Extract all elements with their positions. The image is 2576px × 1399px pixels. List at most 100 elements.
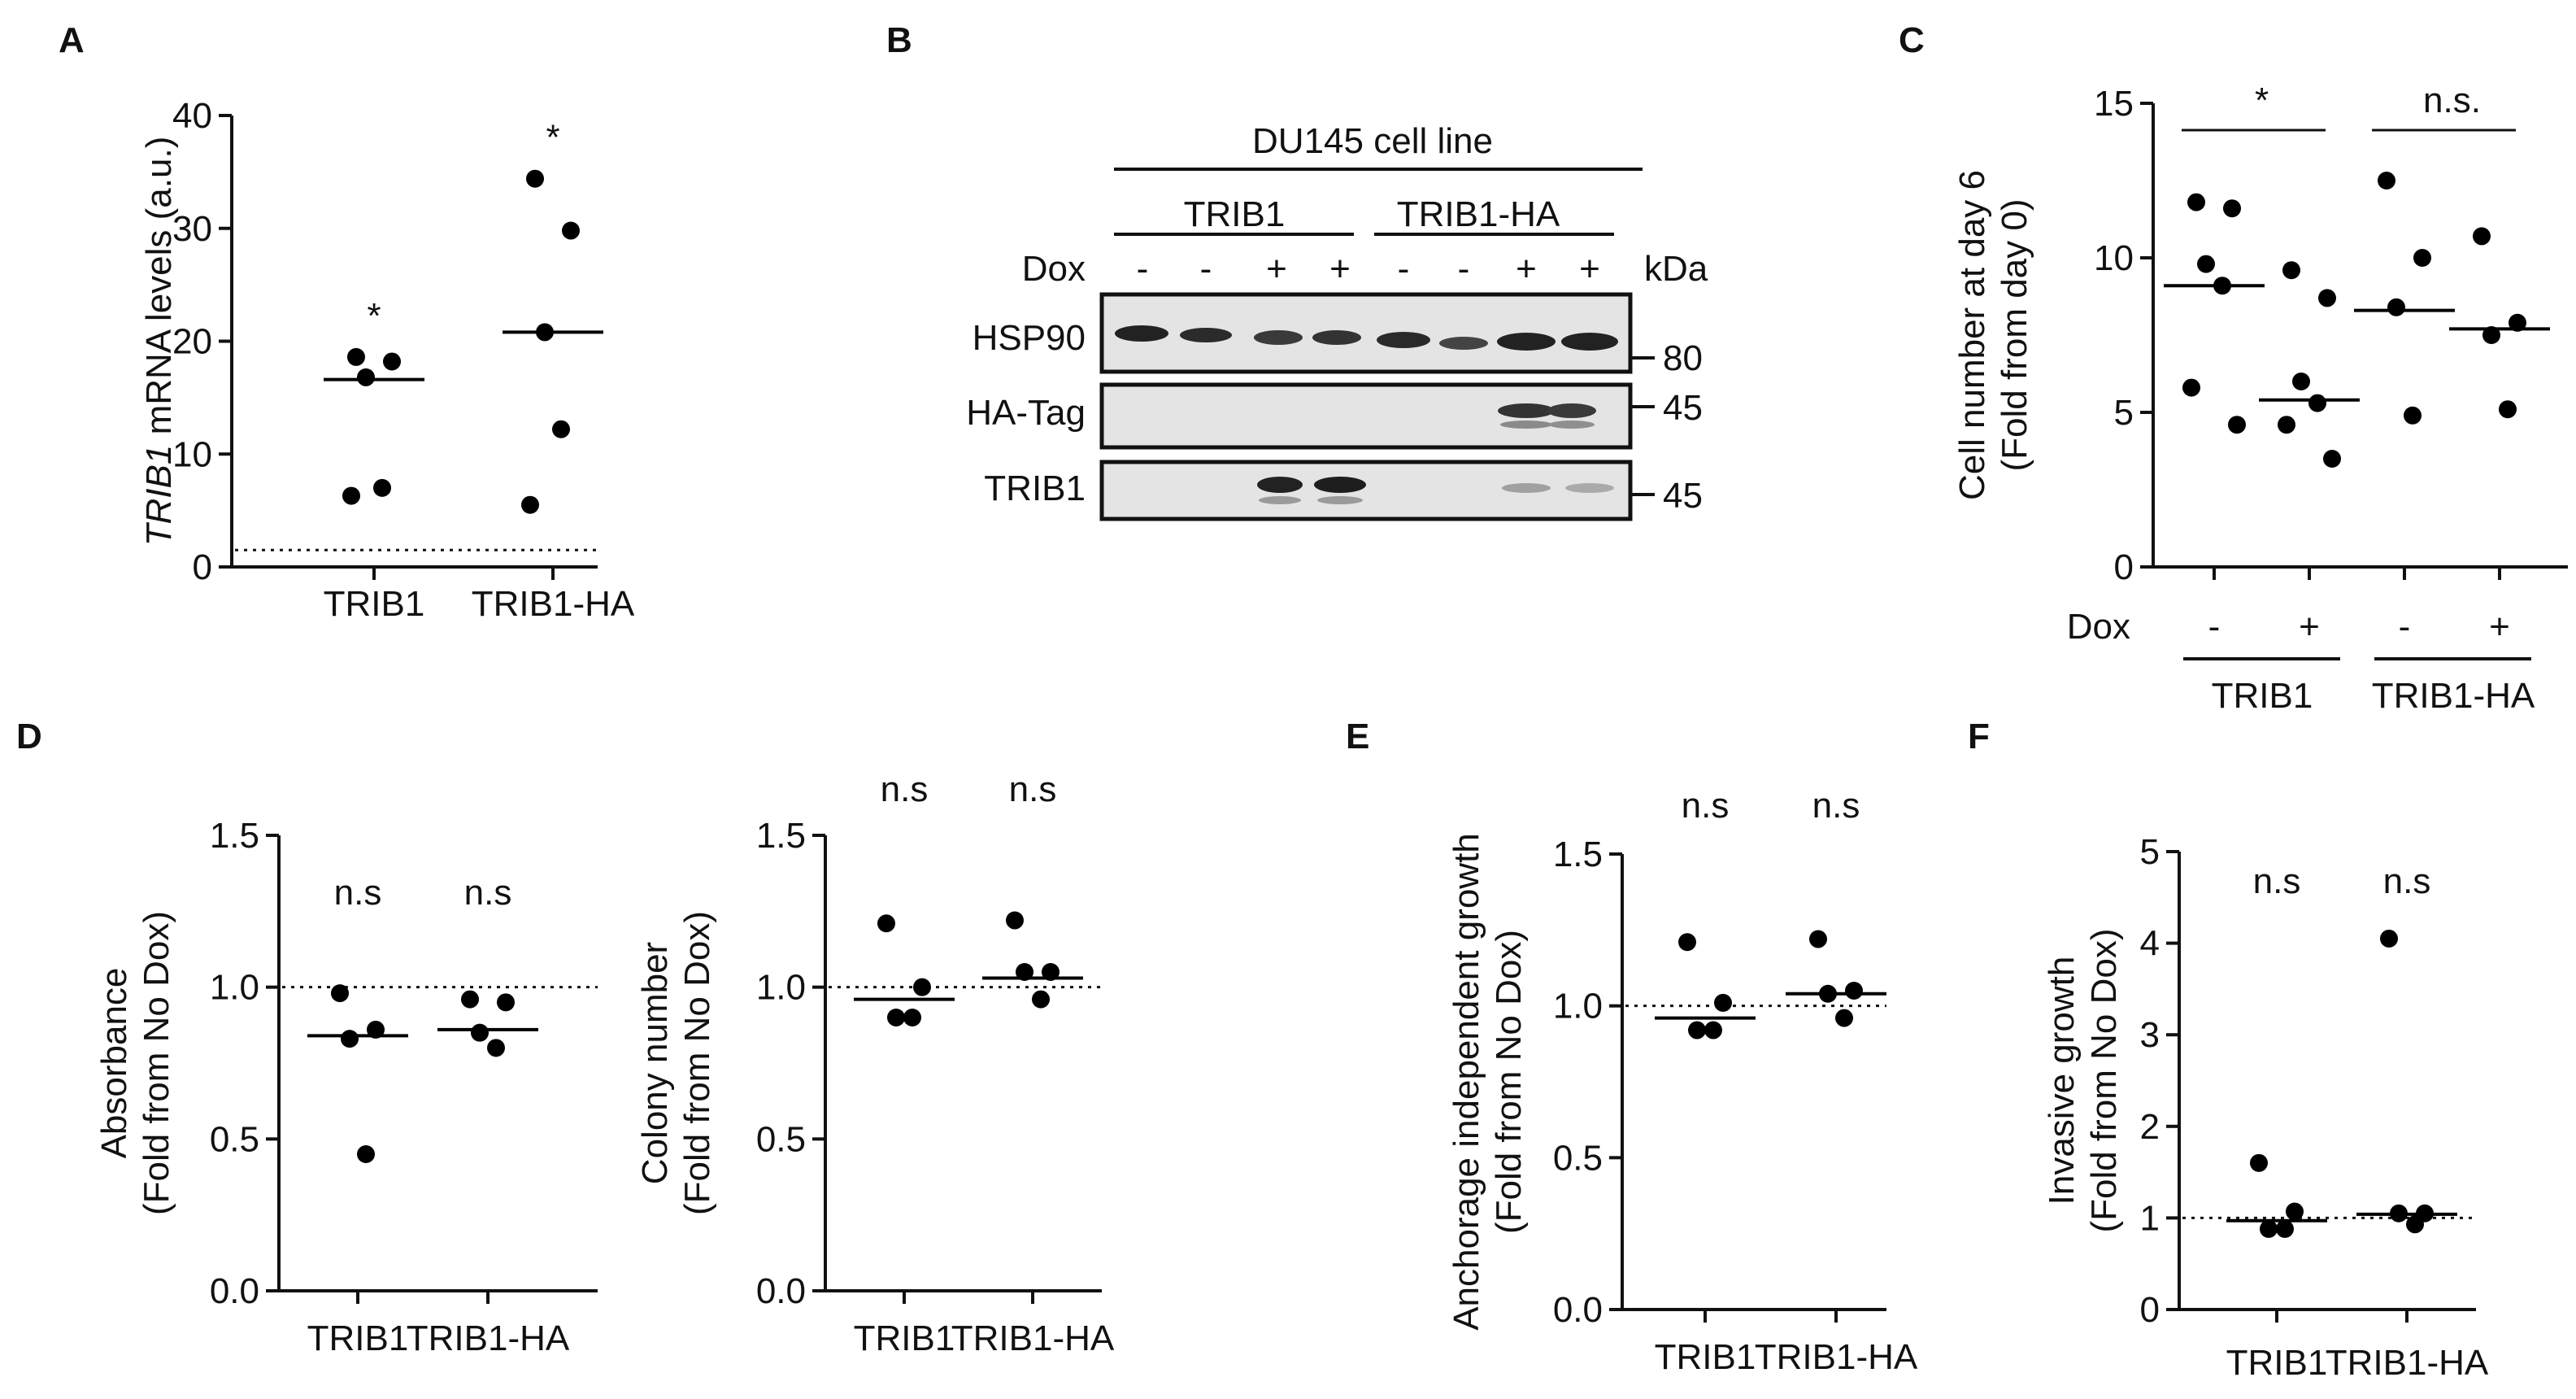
significance-label: n.s: [2383, 861, 2431, 901]
y-tick-label: 0.5: [1553, 1138, 1603, 1178]
significance-label: *: [546, 118, 559, 158]
x-tick-label: TRIB1: [854, 1318, 955, 1358]
y-tick-label: 1.0: [756, 968, 806, 1008]
x-tick-label: TRIB1-HA: [951, 1318, 1115, 1358]
data-point: [2509, 313, 2526, 332]
y-tick-label: 4: [2140, 924, 2160, 964]
band: [1314, 477, 1366, 493]
significance-label: n.s: [1009, 769, 1057, 809]
data-point: [2182, 378, 2200, 397]
dox-sign: -: [2208, 607, 2221, 647]
y-tick-label: 30: [172, 209, 212, 249]
data-point: [521, 495, 539, 514]
blot-membrane: [1099, 292, 1633, 374]
data-point: [342, 486, 360, 505]
significance-label: *: [2255, 81, 2269, 120]
data-point: [2404, 406, 2422, 425]
data-point: [1845, 982, 1863, 1000]
band: [1312, 330, 1361, 345]
data-point: [1714, 993, 1732, 1012]
group-label-trib1-ha: TRIB1-HA: [1397, 194, 1560, 234]
y-axis-label: (Fold from No Dox): [2084, 928, 2124, 1232]
blot-bands: [1257, 477, 1614, 504]
blot-row-ha-tag: HA-Tag 45: [966, 382, 1703, 450]
dox-lane-sign: +: [1329, 249, 1351, 289]
panel-c-dox-row: Dox - + - + TRIB1 TRIB1-HA: [2067, 607, 2535, 716]
y-axis-label: (Fold from No Dox): [137, 911, 176, 1215]
data-point: [357, 1145, 375, 1163]
data-point: [2406, 1215, 2424, 1234]
data-point: [471, 1023, 489, 1042]
data-point: [2308, 394, 2326, 412]
data-point: [2286, 1202, 2304, 1221]
data-point: [383, 352, 401, 371]
blot-membrane: [1099, 382, 1633, 450]
y-tick-label: 0.5: [756, 1119, 806, 1159]
panel-label-d: D: [16, 717, 42, 756]
y-axis-label: (Fold from day 0): [1995, 199, 2034, 472]
blot-row-label: TRIB1: [984, 469, 1086, 508]
chart-f: 0 1 2 3 4 5 Invasive growth (Fold from No Dox) T…: [2042, 832, 2489, 1383]
chart-d-left: 0.0 0.5 1.0 1.5 Absorbance (Fold from No Dox)…: [94, 816, 598, 1358]
chart-d-right: 0.0 0.5 1.0 1.5 Colony number (Fold from No D…: [635, 769, 1115, 1358]
blot-bands: [1498, 403, 1596, 429]
data-point: [373, 478, 391, 497]
significance-label: n.s: [464, 873, 512, 913]
band: [1502, 483, 1551, 493]
y-axis-label: Cell number at day 6: [1952, 170, 1992, 500]
y-tick-label: 10: [2094, 238, 2134, 278]
data-point: [2250, 1153, 2268, 1172]
significance-label: n.s.: [2423, 81, 2481, 120]
band: [1317, 496, 1363, 504]
y-tick-label: 0.0: [1553, 1290, 1603, 1330]
y-tick-label: 0: [2114, 547, 2134, 587]
western-blot: DU145 cell line TRIB1 TRIB1-HA Dox kDa -…: [966, 121, 1708, 521]
dox-sign: +: [2489, 607, 2510, 647]
dox-lane-sign: -: [1398, 249, 1410, 289]
significance-label: n.s: [1812, 786, 1860, 826]
data-point: [1835, 1009, 1853, 1027]
dox-sign: -: [2399, 607, 2411, 647]
data-point: [461, 990, 479, 1009]
data-point: [487, 1039, 505, 1057]
y-tick-label: 1.5: [1553, 835, 1603, 874]
band: [1547, 403, 1596, 418]
data-point: [1006, 911, 1024, 930]
data-point: [2318, 289, 2336, 307]
y-tick-label: 20: [172, 322, 212, 362]
data-point: [2276, 1219, 2294, 1238]
band: [1257, 477, 1303, 493]
y-tick-label: 0: [2140, 1290, 2160, 1330]
x-tick-label: TRIB1: [324, 584, 425, 624]
blot-bands: [1115, 325, 1618, 351]
blot-row-label: HA-Tag: [966, 393, 1086, 433]
y-axis-label: (Fold from No Dox): [1489, 930, 1529, 1234]
blot-row-trib1: TRIB1 45: [984, 460, 1703, 521]
data-point: [2323, 450, 2341, 468]
data-point: [1032, 990, 1050, 1009]
dox-lane-sign: +: [1266, 249, 1287, 289]
marker-label: 45: [1663, 476, 1703, 516]
y-tick-label: 5: [2140, 832, 2160, 872]
data-point: [2228, 416, 2246, 434]
data-point: [497, 993, 515, 1012]
panel-label-e: E: [1346, 717, 1369, 756]
blot-row-hsp90: HSP90 80: [973, 292, 1703, 378]
data-point: [2482, 326, 2500, 344]
significance-label: n.s: [1682, 786, 1730, 826]
y-tick-label: 1.5: [210, 816, 259, 856]
dox-lane-signs: - - + + - - + +: [1137, 249, 1600, 289]
significance-label: n.s: [2253, 861, 2301, 901]
y-tick-label: 5: [2114, 393, 2134, 433]
data-point: [887, 1009, 905, 1026]
y-tick-label: 1.0: [1553, 987, 1603, 1026]
data-point: [2292, 373, 2310, 390]
data-point: [2473, 227, 2491, 246]
band: [1549, 421, 1595, 429]
data-point: [526, 169, 544, 188]
significance-label: *: [367, 296, 381, 336]
y-tick-label: 1: [2140, 1198, 2160, 1238]
x-tick-label: TRIB1: [1655, 1337, 1756, 1377]
dox-lane-sign: +: [1579, 249, 1600, 289]
